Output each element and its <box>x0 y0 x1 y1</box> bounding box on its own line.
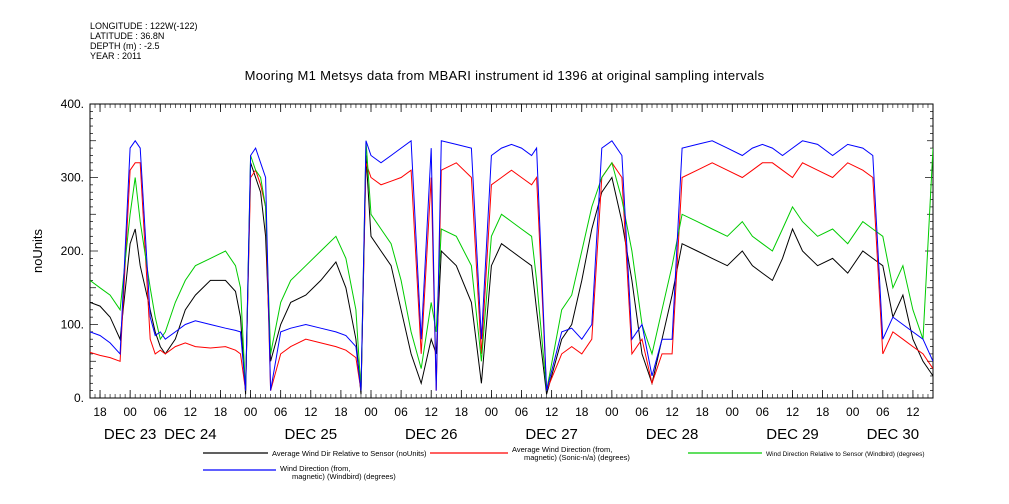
x-day-label: DEC 28 <box>646 426 699 443</box>
x-tick-label: 18 <box>575 405 589 419</box>
x-tick-label: 06 <box>756 405 770 419</box>
x-tick-label: 18 <box>455 405 469 419</box>
x-day-label: DEC 24 <box>164 426 217 443</box>
x-day-label: DEC 27 <box>525 426 578 443</box>
x-tick-label: 12 <box>906 405 920 419</box>
x-tick-label: 18 <box>695 405 709 419</box>
x-tick-label: 12 <box>665 405 679 419</box>
y-tick-label: 300. <box>61 171 84 185</box>
x-tick-label: 12 <box>184 405 198 419</box>
y-tick-label: 0. <box>74 391 84 405</box>
x-tick-label: 06 <box>394 405 408 419</box>
longitude-text: LONGITUDE : 122W(-122) <box>90 21 198 31</box>
x-day-label: DEC 23 <box>104 426 157 443</box>
x-tick-label: 06 <box>635 405 649 419</box>
x-day-label: DEC 29 <box>766 426 819 443</box>
x-tick-label: 18 <box>93 405 107 419</box>
legend-label-3: Wind Direction Relative to Sensor (Windb… <box>766 451 925 458</box>
x-tick-label: 12 <box>425 405 439 419</box>
x-tick-label: 18 <box>334 405 348 419</box>
y-tick-label: 400. <box>61 97 84 111</box>
year-text: YEAR : 2011 <box>90 51 142 61</box>
series-line-1 <box>90 155 933 395</box>
x-tick-label: 06 <box>274 405 288 419</box>
x-tick-label: 12 <box>304 405 318 419</box>
x-tick-label: 06 <box>154 405 168 419</box>
series-line-2 <box>90 161 933 391</box>
x-tick-label: 00 <box>726 405 740 419</box>
x-tick-label: 06 <box>515 405 529 419</box>
legend-label-4: Wind Direction (from, magnetic) (Windbird… <box>280 464 396 481</box>
x-tick-label: 00 <box>485 405 499 419</box>
series-line-4 <box>90 139 933 391</box>
x-tick-label: 00 <box>244 405 258 419</box>
depth-text: DEPTH (m) : -2.5 <box>90 41 160 51</box>
x-tick-label: 00 <box>605 405 619 419</box>
x-tick-label: 18 <box>816 405 830 419</box>
x-day-label: DEC 30 <box>867 426 920 443</box>
legend-label-1: Average Wind Dir Relative to Sensor (noU… <box>272 449 427 458</box>
x-tick-label: 18 <box>214 405 228 419</box>
x-tick-label: 00 <box>364 405 378 419</box>
x-tick-label: 12 <box>545 405 559 419</box>
chart-title: Mooring M1 Metsys data from MBARI instru… <box>244 68 765 83</box>
x-tick-label: 06 <box>876 405 890 419</box>
x-day-label: DEC 25 <box>285 426 338 443</box>
x-tick-label: 00 <box>123 405 137 419</box>
latitude-text: LATITUDE : 36.8N <box>90 31 165 41</box>
x-tick-label: 00 <box>846 405 860 419</box>
metadata-block: LONGITUDE : 122W(-122) LATITUDE : 36.8N … <box>90 21 198 61</box>
y-tick-label: 100. <box>61 318 84 332</box>
y-axis-label: noUnits <box>30 228 45 273</box>
x-day-label: DEC 26 <box>405 426 458 443</box>
legend-label-2: Average Wind Direction (from, magnetic) (… <box>512 445 630 462</box>
y-tick-label: 200. <box>61 244 84 258</box>
series-line-3 <box>90 140 933 391</box>
x-tick-label: 12 <box>786 405 800 419</box>
